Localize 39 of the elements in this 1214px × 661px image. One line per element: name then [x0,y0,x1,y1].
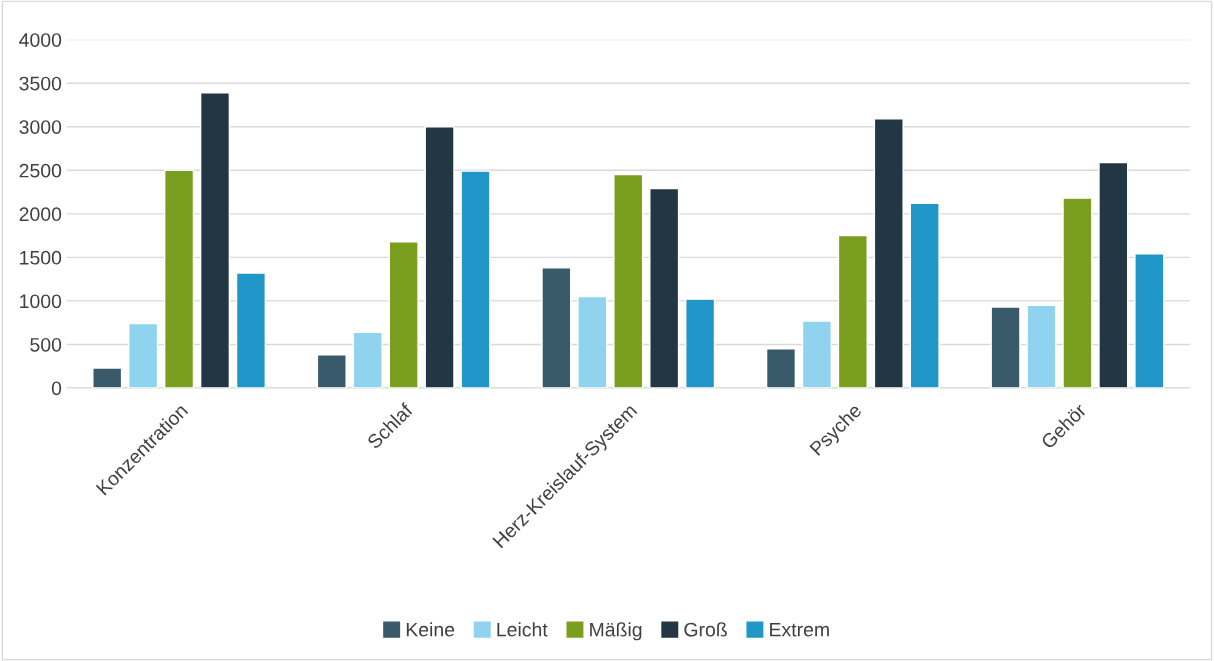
bar [909,202,940,389]
bar [235,272,267,389]
bar [873,118,904,389]
bar [577,295,608,389]
bar [613,173,644,389]
legend-label: Keine [406,622,455,637]
bar [352,331,383,389]
legend-label: Extrem [770,622,829,637]
bar [990,306,1021,389]
bar [1134,253,1165,389]
bar [685,298,716,389]
legend-label: Leicht [497,622,548,637]
y-tick-label: 2000 [19,207,62,222]
legend-label: Groß [684,622,727,637]
y-tick-label: 4000 [19,33,62,47]
bar [1026,304,1057,389]
bar [92,367,123,389]
bar [424,126,455,389]
bar [541,267,572,389]
y-tick-label: 500 [30,337,62,352]
bar [128,322,159,389]
bar [199,92,231,389]
y-tick-label: 0 [51,381,62,396]
y-tick-label: 1500 [20,250,62,265]
bar [837,234,868,389]
bar [1062,197,1093,389]
bar [316,354,347,389]
legend-label: Mäßig [590,622,642,641]
y-tick-label: 2500 [19,163,62,178]
bar [388,241,419,389]
y-tick-label: 3000 [19,120,62,134]
bar [1098,161,1129,389]
bar [460,170,491,389]
bar [649,187,680,389]
bar [765,348,797,389]
y-tick-label: 3500 [19,76,62,91]
bar [163,169,195,389]
bar [801,320,832,389]
y-tick-label: 1000 [20,294,62,309]
